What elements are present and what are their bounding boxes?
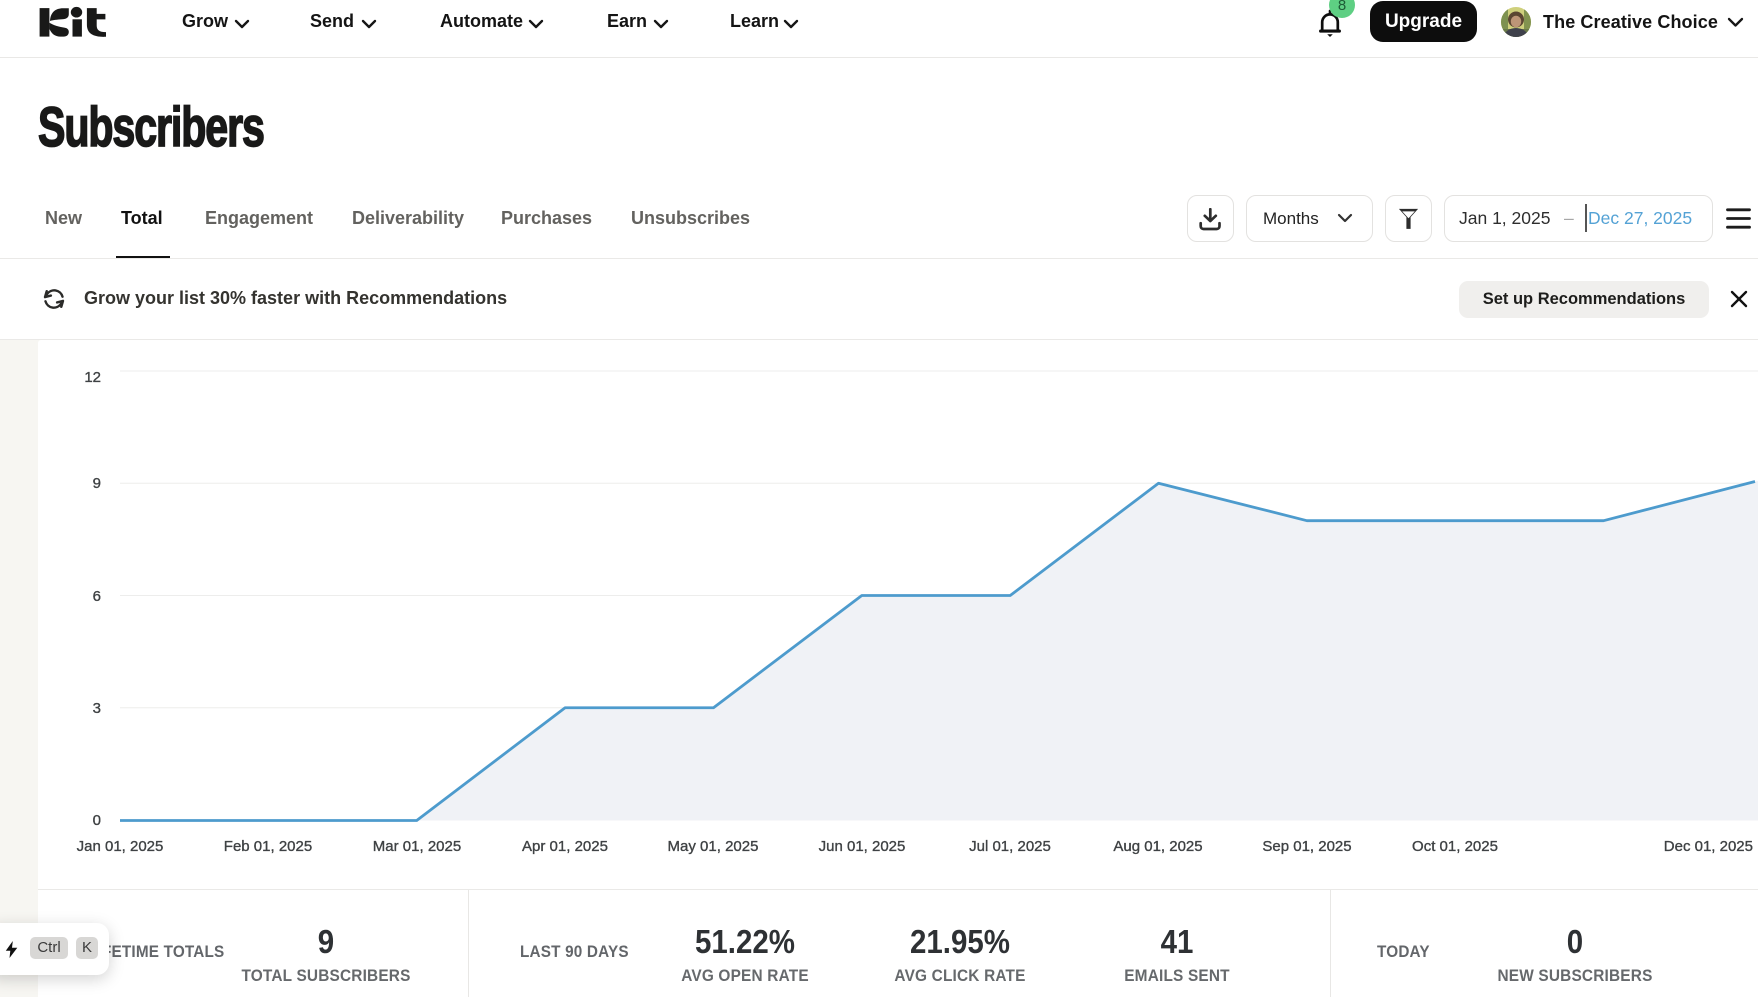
svg-text:Jan 01, 2025: Jan 01, 2025 — [77, 838, 164, 855]
svg-text:Jun 01, 2025: Jun 01, 2025 — [819, 838, 906, 855]
svg-text:6: 6 — [93, 588, 101, 605]
svg-text:Feb 01, 2025: Feb 01, 2025 — [224, 838, 312, 855]
svg-text:0: 0 — [93, 812, 101, 829]
svg-text:9: 9 — [93, 475, 101, 492]
svg-text:Mar 01, 2025: Mar 01, 2025 — [373, 838, 461, 855]
svg-text:Dec 01, 2025: Dec 01, 2025 — [1664, 838, 1753, 855]
svg-text:Oct 01, 2025: Oct 01, 2025 — [1412, 838, 1498, 855]
svg-text:Sep 01, 2025: Sep 01, 2025 — [1262, 838, 1351, 855]
svg-text:3: 3 — [93, 700, 101, 717]
svg-text:Aug 01, 2025: Aug 01, 2025 — [1113, 838, 1202, 855]
svg-text:May 01, 2025: May 01, 2025 — [668, 838, 759, 855]
svg-text:12: 12 — [84, 369, 101, 386]
svg-text:Jul 01, 2025: Jul 01, 2025 — [969, 838, 1051, 855]
svg-text:Apr 01, 2025: Apr 01, 2025 — [522, 838, 608, 855]
